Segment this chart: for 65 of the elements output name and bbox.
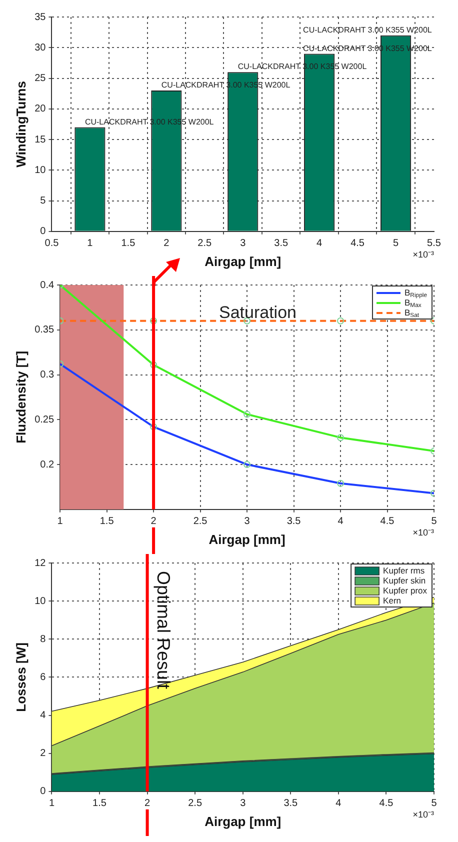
x-tick-label: 1 — [57, 516, 64, 528]
y-tick-label: 35 — [34, 12, 46, 23]
x-tick-label: 3 — [240, 238, 246, 250]
x-tick-label: 3 — [244, 516, 250, 528]
x-tick-label: 3.5 — [286, 516, 302, 528]
x-tick-label: 3.5 — [274, 238, 288, 250]
y-tick-label: 20 — [34, 104, 46, 115]
y-tick-label: 2 — [40, 748, 46, 760]
y-tick-label: 10 — [34, 164, 46, 176]
text: ×10⁻³ — [412, 809, 434, 820]
y-tick-label: 12 — [34, 558, 46, 569]
x-tick-label: 4 — [316, 238, 323, 250]
y-tick-label: 15 — [34, 134, 46, 146]
x-tick-label: 1.5 — [92, 798, 107, 810]
x-axis-title: Airgap [mm] — [204, 814, 282, 829]
x-tick-label: 2.5 — [193, 516, 208, 528]
x-axis-title: Airgap [mm] — [208, 532, 286, 547]
x-tick-label: 1 — [48, 798, 55, 810]
y-tick-label: 4 — [40, 710, 46, 722]
y-tick-label: 0 — [40, 226, 46, 238]
x-tick-label: 2 — [144, 798, 151, 810]
x-tick-label: 1 — [87, 238, 94, 250]
x-tick-label: 4.5 — [350, 238, 365, 250]
x-tick-label: 2.5 — [188, 798, 202, 810]
y-tick-label: 0.35 — [34, 324, 54, 336]
x-tick-label: 5 — [431, 516, 438, 528]
annotation: CU-LACKDRAHT 3.00 K355 W200L — [303, 25, 432, 34]
x-axis-title: Airgap [mm] — [204, 254, 282, 269]
y-tick-label: 0.25 — [34, 414, 54, 426]
y-tick-label: 6 — [40, 672, 46, 683]
x-tick-label: 4.5 — [380, 516, 395, 528]
y-tick-label: 25 — [34, 73, 46, 84]
legend-label: Kupfer rms — [383, 565, 425, 576]
x-tick-label: 1.5 — [100, 516, 114, 528]
legend-label: Kern — [383, 595, 402, 606]
text: ×10⁻³ — [412, 527, 434, 538]
x-tick-label: 5 — [392, 238, 399, 250]
text: ×10⁻³ — [412, 249, 434, 260]
ref-line-label: Optimal Result — [153, 571, 174, 690]
legend-label: Kupfer skin — [383, 575, 426, 586]
y-tick-label: 30 — [34, 42, 46, 54]
y-tick-label: 0 — [40, 786, 46, 798]
legend-label: Kupfer prox — [383, 585, 428, 596]
y-tick-label: 10 — [34, 596, 46, 607]
x-tick-label: 1.5 — [121, 238, 136, 250]
y-axis-title: Losses [W] — [13, 642, 28, 712]
y-axis-title: WindingTurns — [13, 81, 28, 168]
y-tick-label: 0.2 — [40, 459, 54, 470]
x-tick-label: 0.5 — [44, 238, 60, 250]
x-tick-label: 4 — [336, 798, 342, 810]
x-tick-label: 4.5 — [379, 798, 394, 810]
y-tick-label: 0.4 — [40, 280, 54, 291]
x-tick-label: 2.5 — [198, 238, 212, 250]
y-axis-title: Fluxdensity [T] — [13, 350, 28, 444]
x-tick-label: 2 — [164, 238, 170, 250]
x-tick-label: 3 — [240, 798, 246, 810]
x-tick-label: 4 — [338, 516, 344, 528]
y-tick-label: 0.3 — [40, 370, 54, 381]
y-tick-label: 8 — [40, 634, 46, 645]
x-tick-label: 5 — [431, 798, 438, 810]
x-tick-label: 5.5 — [427, 238, 442, 250]
y-tick-label: 5 — [40, 196, 46, 207]
x-tick-label: 2 — [150, 516, 157, 528]
annotation: Saturation — [218, 302, 296, 322]
x-tick-label: 3.5 — [284, 798, 298, 810]
